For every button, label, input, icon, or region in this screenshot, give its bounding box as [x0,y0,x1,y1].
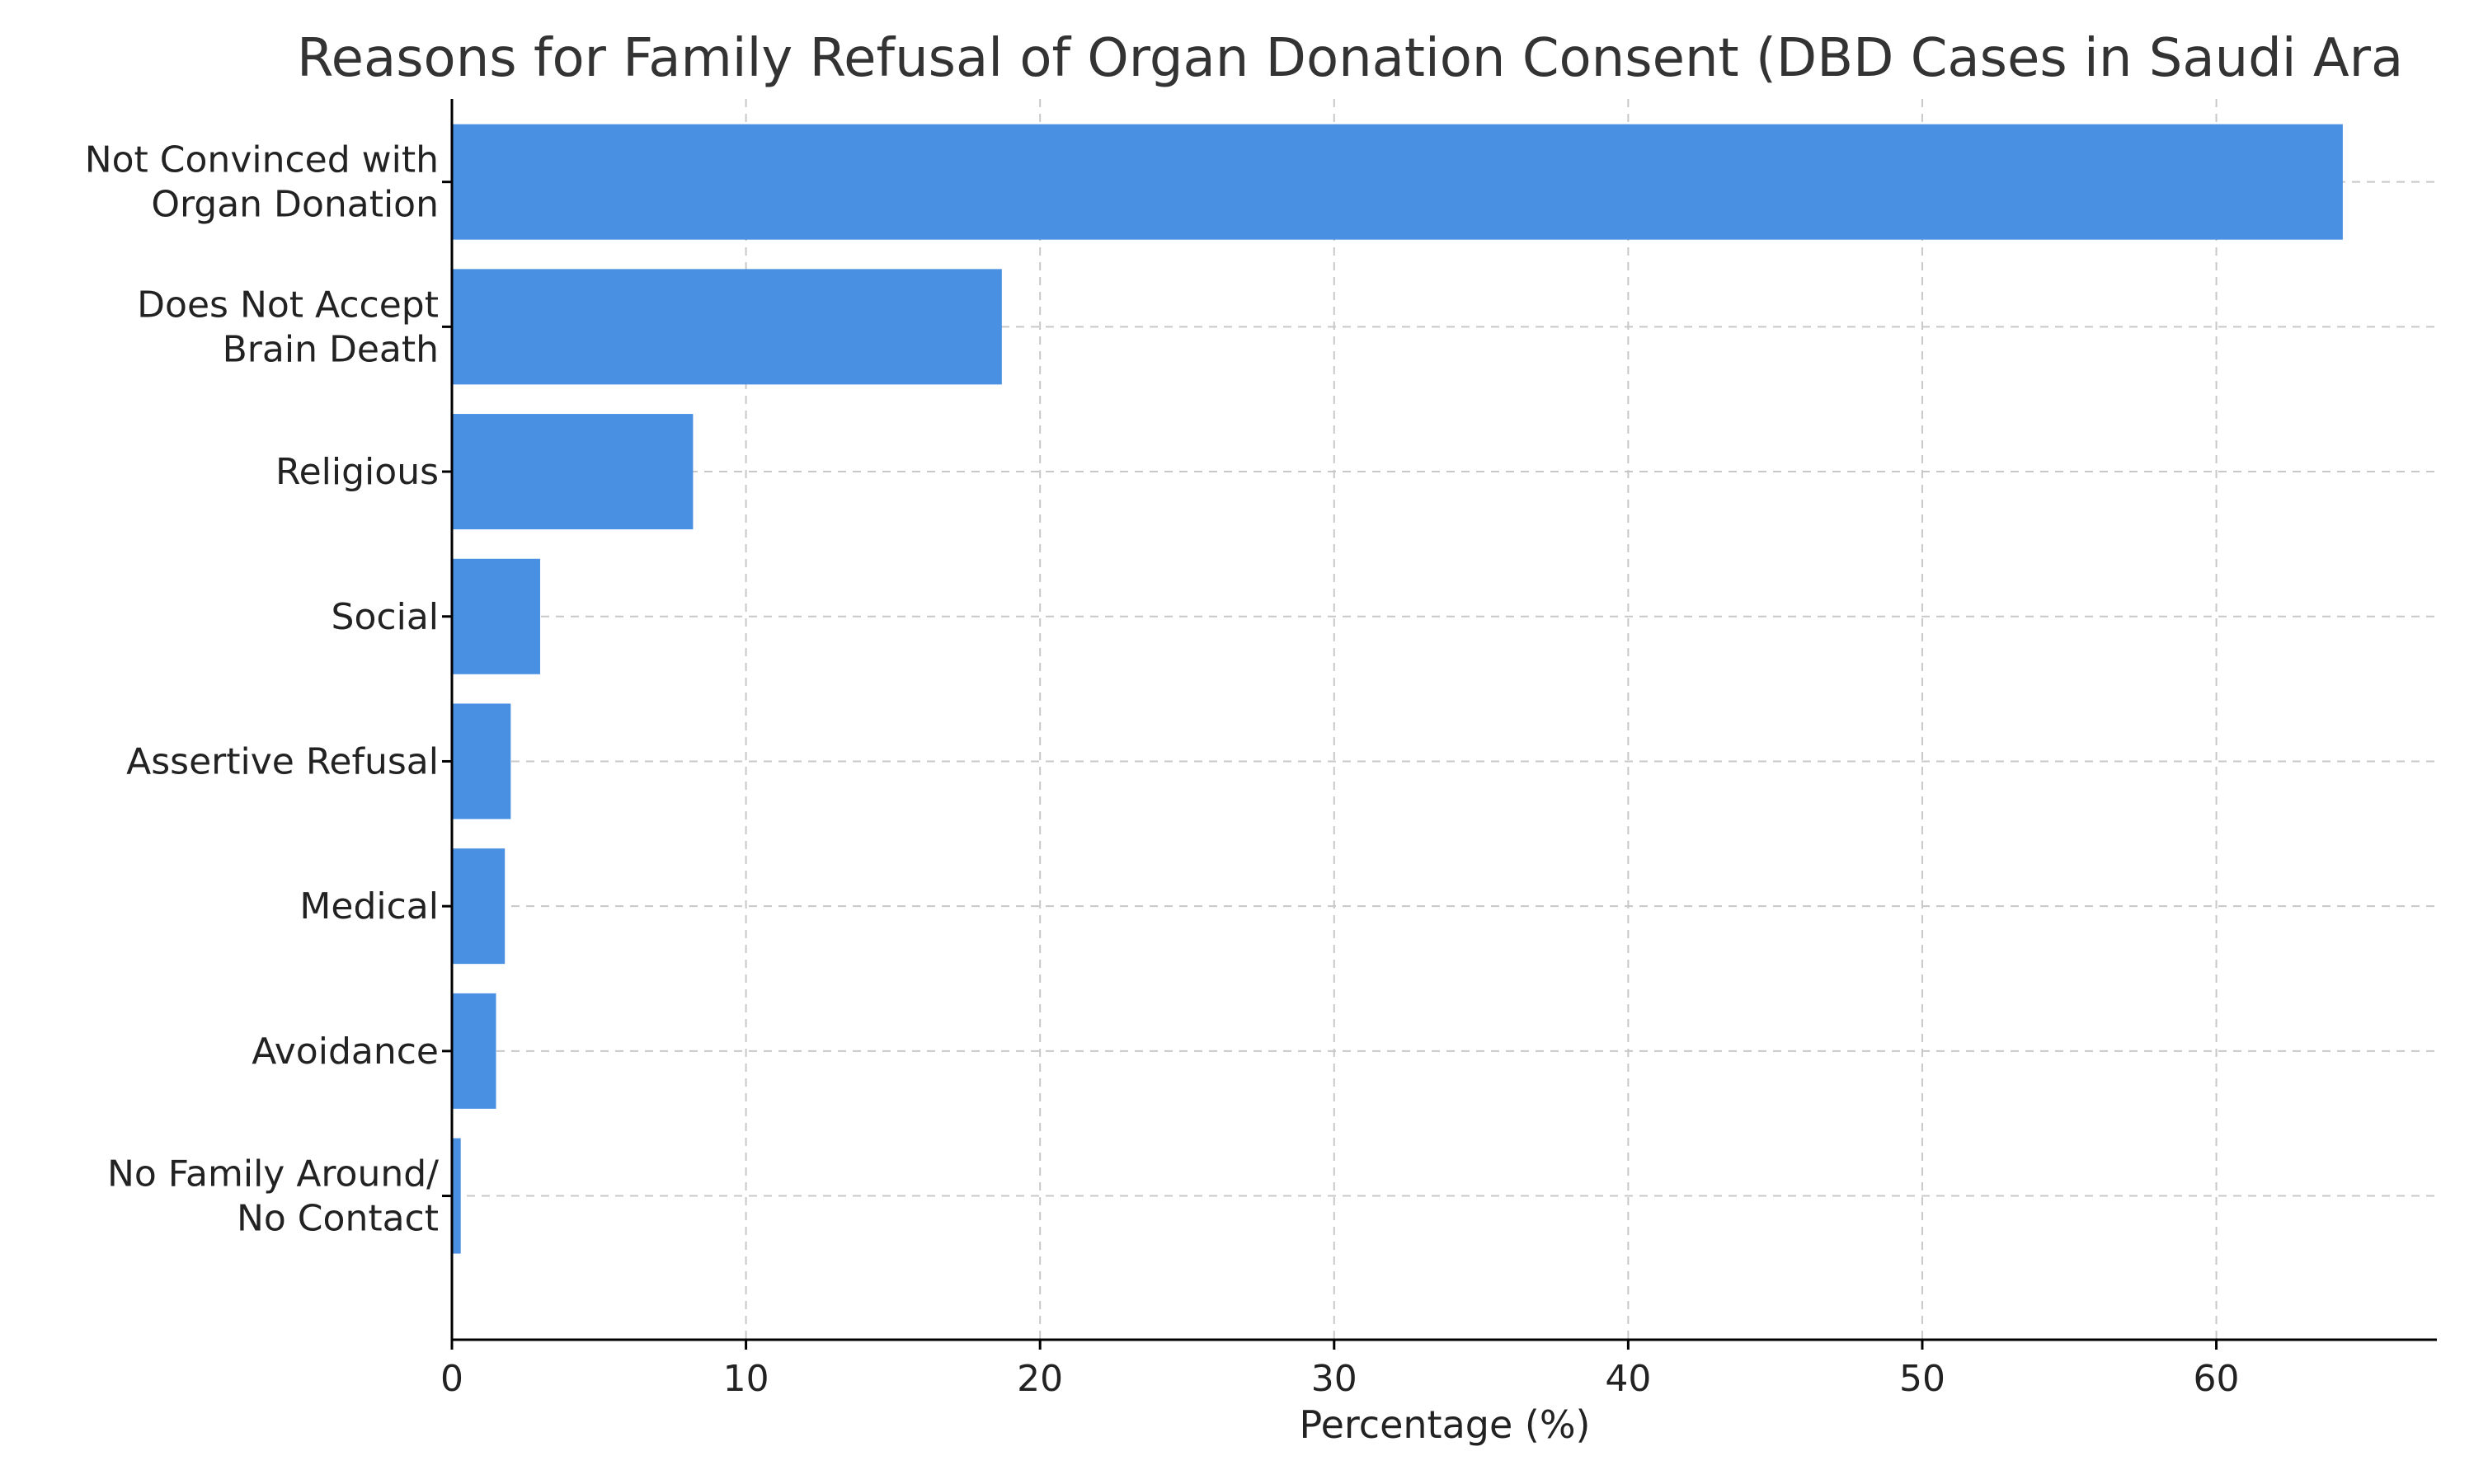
y-tick-label-line: Brain Death [223,328,439,370]
y-tick-label-line: Avoidance [252,1031,439,1073]
bar [452,124,2343,240]
y-tick-label: Not Convinced with Organ Donation [85,139,439,226]
y-tick-label-line: Medical [299,885,439,928]
y-tick-label: Avoidance [252,1031,439,1073]
y-tick-label-line: No Family Around/ [107,1153,439,1195]
y-tick-label: Social [332,596,439,638]
y-tick-label: Assertive Refusal [126,740,439,782]
tick-labels: 0 10 20 30 40 50 60 Not Convinced with Organ Don… [85,139,2240,1400]
y-tick-label: No Family Around/No Contact [107,1153,439,1240]
bar [452,269,1002,385]
x-axis-label: Percentage (%) [1300,1402,1591,1447]
x-tick-label: 40 [1605,1358,1651,1400]
y-tick-label-line: Not Convinced with [85,139,439,181]
y-tick-label-line: No Contact [237,1198,439,1240]
y-tick-label-line: Assertive Refusal [126,740,439,782]
y-tick-label-line: Organ Donation [151,184,439,226]
axes [442,99,2437,1350]
chart-title: Reasons for Family Refusal of Organ Dona… [297,28,2403,89]
y-tick-label: Religious [275,451,439,493]
bar [452,414,694,530]
bar [452,1138,461,1254]
y-tick-label-line: Social [332,596,439,638]
y-tick-label-line: Religious [275,451,439,493]
x-tick-label: 50 [1899,1358,1945,1400]
y-tick-label-line: Does Not Accept [137,284,439,326]
bar [452,703,511,819]
x-tick-label: 20 [1017,1358,1063,1400]
x-tick-label: 0 [440,1358,463,1400]
x-tick-label: 30 [1311,1358,1357,1400]
bar [452,993,496,1109]
y-tick-label: Medical [299,885,439,928]
bars [452,124,2343,1254]
bar [452,558,540,674]
bar [452,848,506,965]
y-tick-label: Does Not Accept Brain Death [137,284,439,370]
x-tick-label: 10 [723,1358,769,1400]
x-tick-label: 60 [2194,1358,2240,1400]
